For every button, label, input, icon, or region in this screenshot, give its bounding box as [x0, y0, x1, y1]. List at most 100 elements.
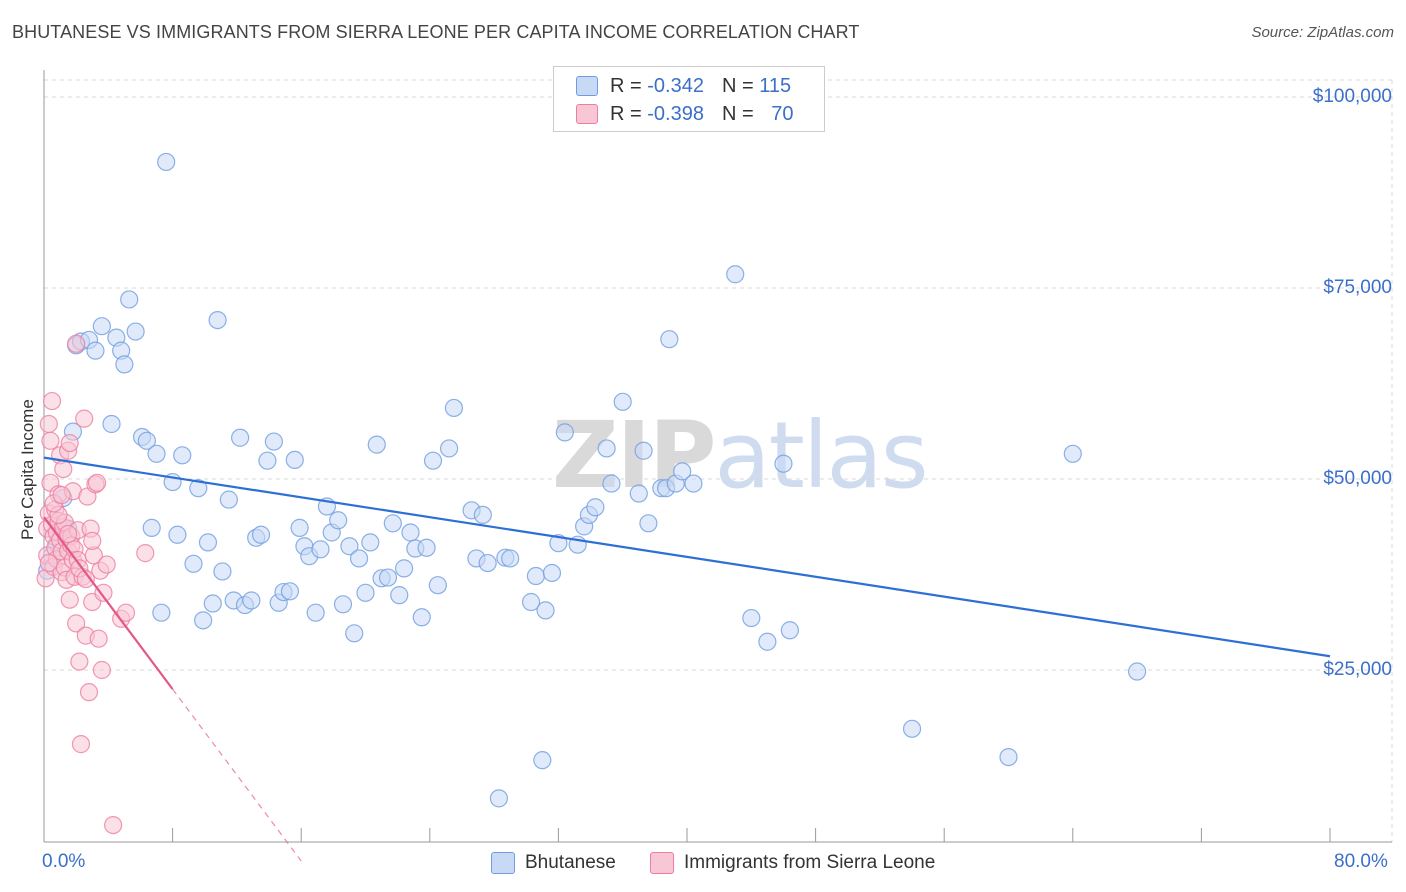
sierra-leone-point	[39, 553, 58, 573]
bhutanese-point	[115, 355, 134, 374]
sierra-leone-point	[54, 459, 73, 479]
bhutanese-point	[439, 439, 459, 458]
bhutanese-point	[602, 474, 621, 493]
sierra-leone-point	[39, 414, 58, 434]
bhutanese-point	[478, 553, 497, 573]
sierra-leone-trend-extension	[172, 688, 302, 862]
y-tick-100000: $100,000	[1312, 86, 1392, 107]
sierra-leone-point	[70, 652, 89, 671]
legend-r-value: -0.342	[647, 74, 704, 97]
bottom-swatch-pink	[650, 852, 674, 874]
legend-r-label: R =	[610, 74, 648, 97]
bhutanese-point	[367, 435, 386, 454]
bottom-legend-sierra-leone: Immigrants from Sierra Leone	[650, 852, 935, 874]
legend-row-sierra-leone: R = -0.398 N = 70	[576, 101, 793, 127]
bhutanese-point	[329, 511, 348, 530]
bhutanese-trend-line	[43, 456, 1331, 658]
sierra-leone-point	[94, 583, 113, 602]
y-tick-50000: $50,000	[1323, 468, 1392, 489]
bhutanese-point	[126, 322, 145, 341]
bhutanese-point	[120, 290, 139, 309]
bhutanese-point	[902, 719, 922, 738]
bhutanese-point	[137, 431, 156, 450]
bhutanese-point	[526, 566, 545, 586]
bhutanese-point	[684, 474, 703, 493]
sierra-leone-point	[136, 544, 155, 563]
bhutanese-point	[242, 591, 261, 610]
sierra-leone-point	[71, 735, 91, 754]
legend-swatch-blue	[576, 76, 598, 96]
bhutanese-point	[333, 595, 353, 614]
bhutanese-point	[673, 462, 692, 481]
legend-n-value: 115	[759, 74, 792, 97]
bhutanese-point	[549, 534, 568, 553]
bhutanese-point	[189, 479, 208, 498]
bhutanese-point	[194, 611, 213, 630]
bhutanese-point	[378, 568, 398, 587]
bhutanese-point	[542, 563, 562, 583]
bhutanese-point	[251, 525, 271, 544]
legend-n-label: N =	[721, 102, 760, 125]
bhutanese-point	[660, 330, 679, 349]
x-tick-max: 80.0%	[1334, 851, 1388, 872]
bhutanese-point	[555, 423, 574, 442]
sierra-leone-point	[75, 409, 94, 428]
sierra-leone-point	[87, 473, 107, 492]
bhutanese-point	[726, 265, 745, 284]
bhutanese-point	[285, 450, 304, 469]
bhutanese-point	[208, 310, 227, 330]
bhutanese-point	[999, 747, 1018, 767]
sierra-leone-point	[42, 391, 62, 411]
bhutanese-point	[489, 789, 509, 808]
sierra-leone-trend-line	[43, 516, 174, 690]
legend-n-value: 70	[771, 102, 794, 125]
bhutanese-point	[1127, 662, 1147, 681]
legend-row-bhutanese: R = -0.342 N = 115	[576, 73, 791, 99]
sierra-leone-point	[41, 431, 60, 450]
sierra-leone-point	[67, 614, 86, 633]
bhutanese-point	[340, 537, 359, 556]
bottom-swatch-blue	[491, 852, 515, 874]
sierra-leone-point	[116, 603, 136, 622]
legend-n-label: N =	[721, 74, 760, 97]
bhutanese-point	[290, 518, 309, 537]
correlation-legend: R = -0.342 N = 115 R = -0.398 N = 70	[553, 66, 825, 132]
y-tick-75000: $75,000	[1323, 277, 1392, 298]
bhutanese-point	[198, 533, 218, 552]
bhutanese-point	[401, 523, 420, 542]
bhutanese-point	[536, 601, 555, 620]
bhutanese-point	[597, 439, 616, 458]
bhutanese-point	[102, 414, 121, 434]
bhutanese-point	[264, 432, 283, 451]
bhutanese-point	[92, 317, 111, 336]
bottom-legend-bhutanese: Bhutanese	[491, 852, 616, 874]
bhutanese-point	[349, 549, 369, 568]
bhutanese-point	[361, 533, 380, 552]
bhutanese-point	[152, 603, 171, 622]
sierra-leone-point	[79, 683, 99, 702]
bhutanese-point	[168, 525, 187, 544]
chart-title: BHUTANESE VS IMMIGRANTS FROM SIERRA LEON…	[12, 22, 860, 42]
bhutanese-point	[423, 451, 443, 470]
bhutanese-point	[533, 751, 552, 770]
sierra-leone-point	[59, 524, 78, 544]
bhutanese-point	[501, 549, 520, 568]
bhutanese-point	[173, 446, 192, 465]
bhutanese-point	[142, 518, 161, 537]
bhutanese-point	[780, 621, 799, 640]
sierra-leone-point	[89, 629, 108, 648]
bottom-legend-label: Immigrants from Sierra Leone	[684, 852, 936, 873]
sierra-leone-point	[92, 660, 111, 680]
bhutanese-point	[774, 454, 793, 473]
sierra-leone-point	[83, 531, 102, 550]
legend-r-value: -0.398	[647, 102, 704, 125]
bhutanese-point	[629, 484, 648, 503]
bhutanese-point	[219, 490, 238, 509]
bhutanese-point	[213, 562, 232, 581]
bhutanese-point	[634, 441, 653, 460]
sierra-leone-point	[60, 590, 79, 609]
bhutanese-point	[758, 632, 777, 651]
bhutanese-point	[613, 392, 632, 411]
legend-r-label: R =	[610, 102, 648, 125]
